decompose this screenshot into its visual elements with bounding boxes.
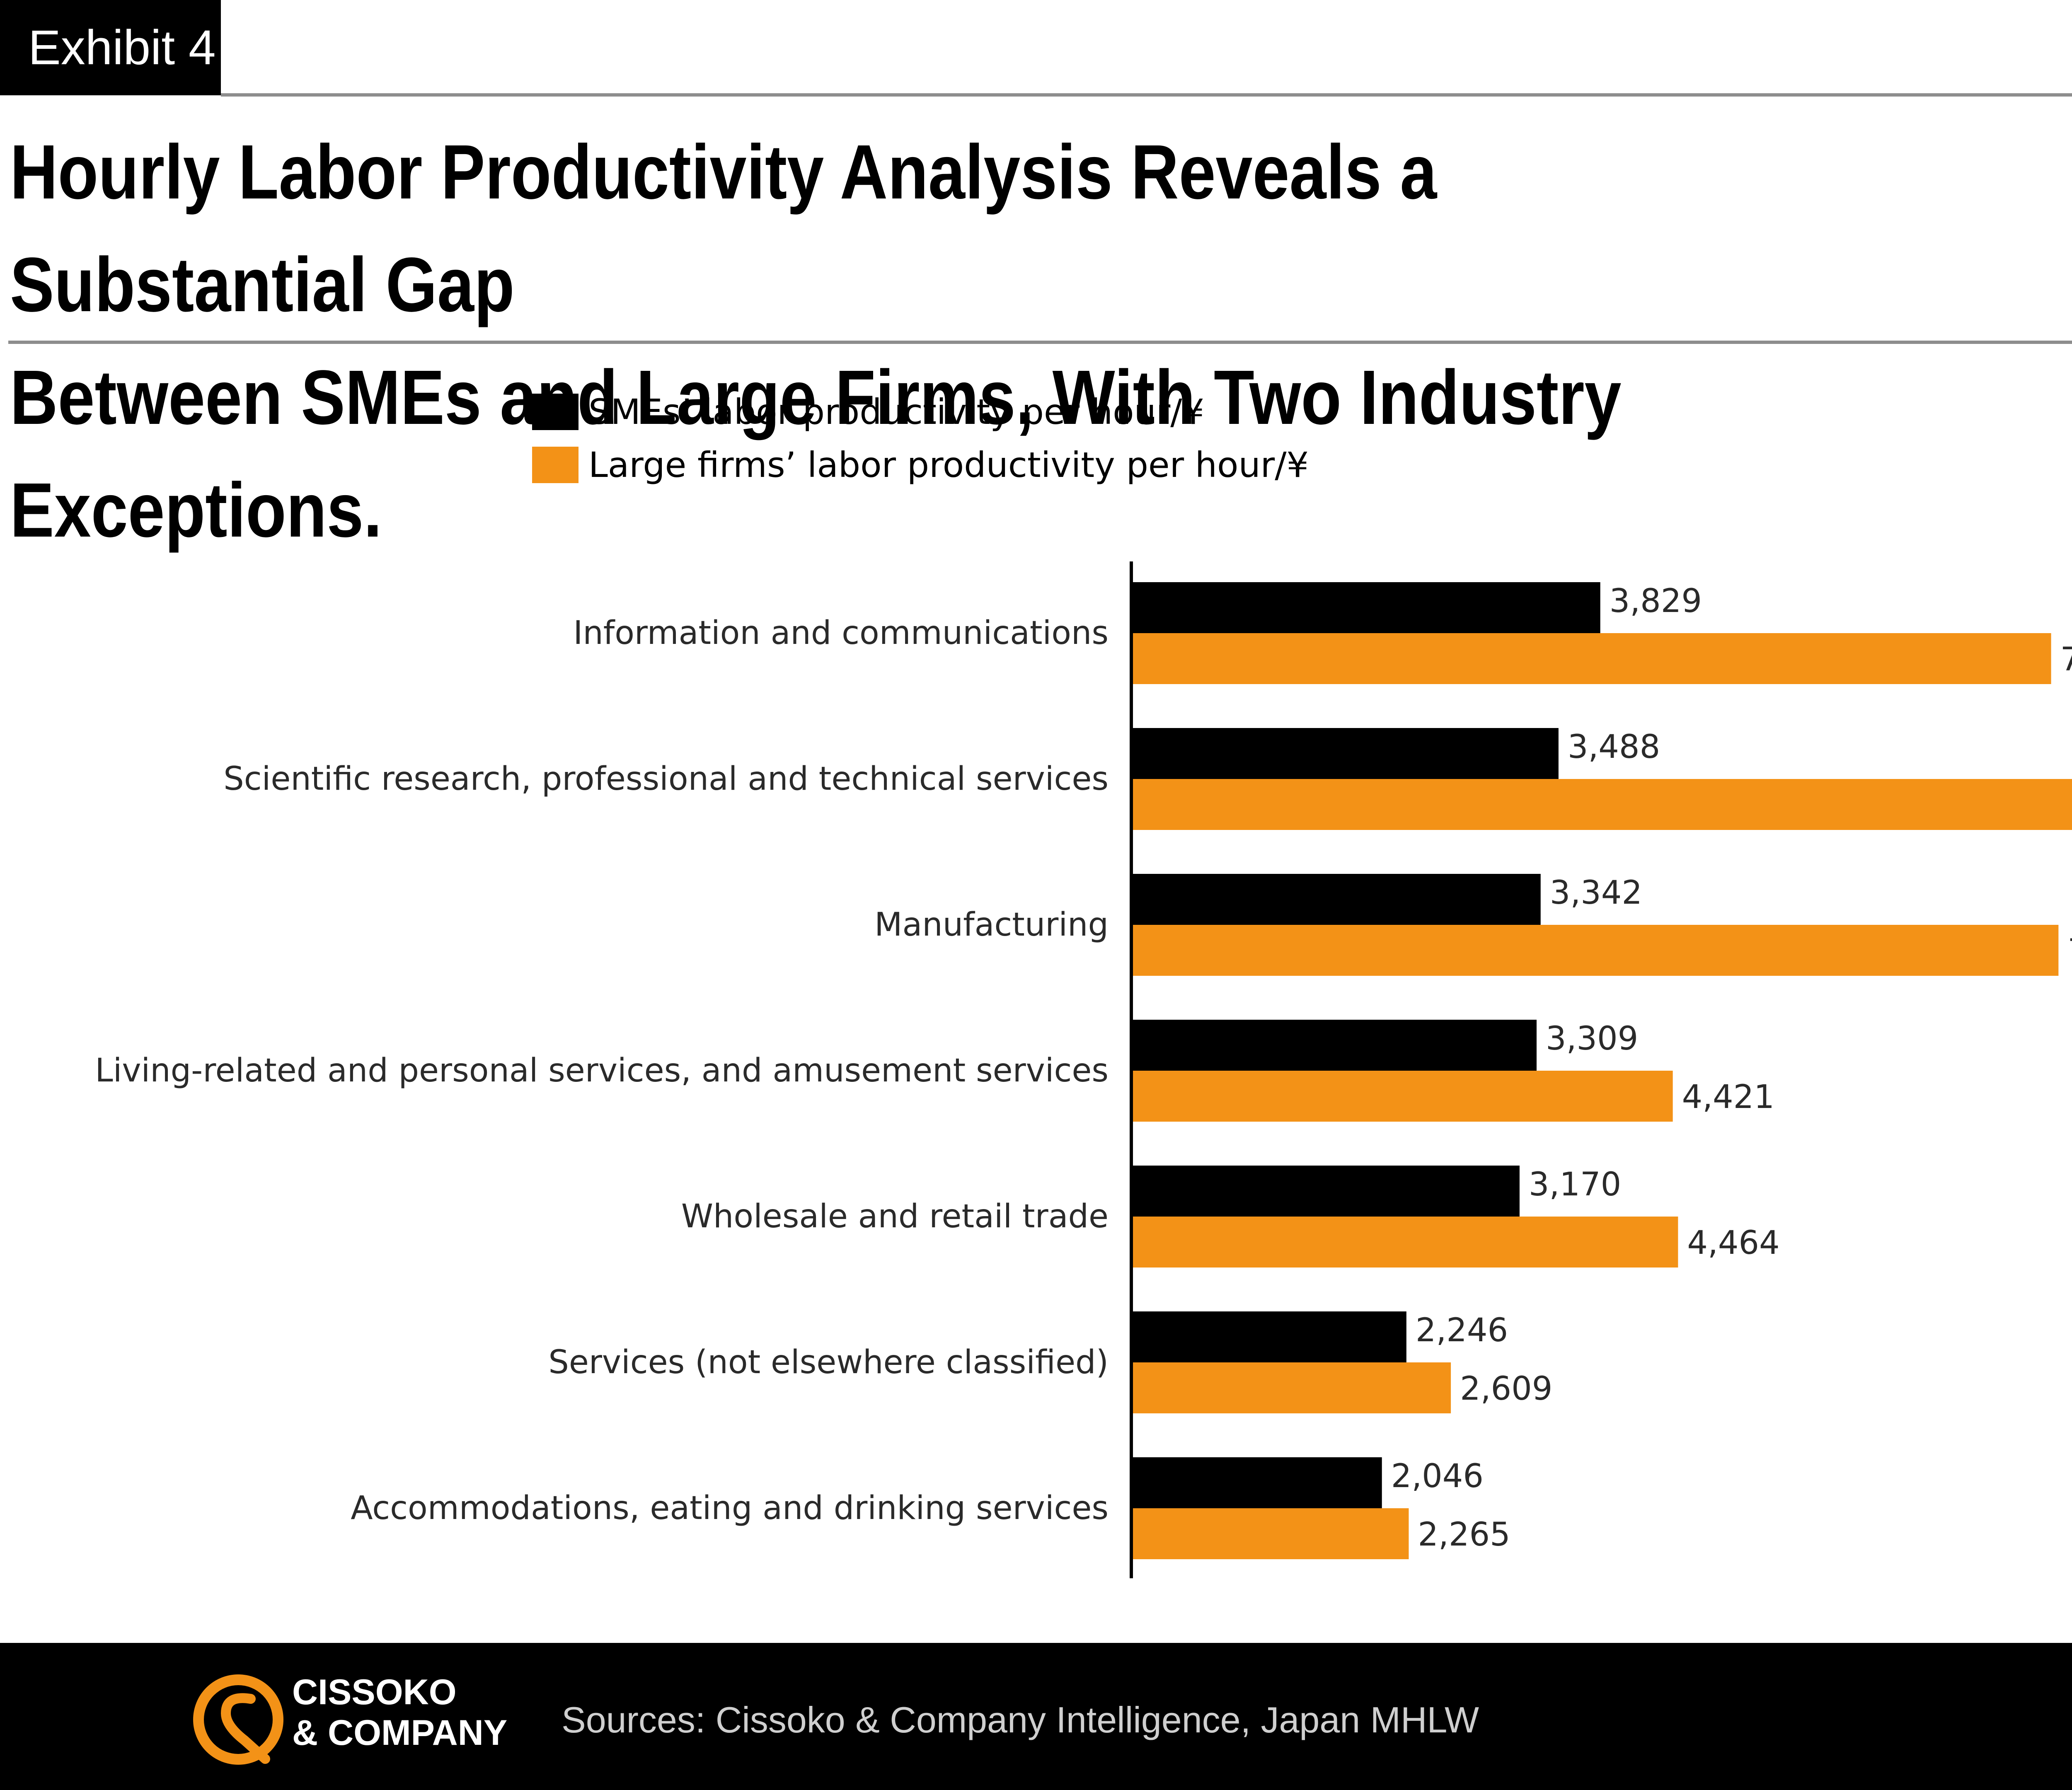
bar-large bbox=[1131, 1071, 1673, 1122]
bar-large bbox=[1131, 1508, 1409, 1559]
bar-sme bbox=[1131, 728, 1559, 779]
legend-item-sme: SMEs’ labor productivity per hour/¥ bbox=[532, 385, 1309, 438]
bar-large bbox=[1131, 1362, 1451, 1413]
data-label-large: 7,510 bbox=[2060, 641, 2072, 678]
category-label: Scientific research, professional and te… bbox=[223, 760, 1109, 798]
legend-item-large: Large firms’ labor productivity per hour… bbox=[532, 438, 1309, 491]
legend-label-sme: SMEs’ labor productivity per hour/¥ bbox=[588, 392, 1204, 432]
title-divider bbox=[8, 341, 2072, 344]
data-label-large: 2,265 bbox=[1418, 1516, 1510, 1553]
bar-sme bbox=[1131, 1457, 1382, 1508]
exhibit-tag: Exhibit 4 bbox=[0, 0, 221, 95]
bar-large bbox=[1131, 1217, 1678, 1268]
data-label-sme: 3,309 bbox=[1546, 1020, 1638, 1057]
data-label-large: 2,609 bbox=[1460, 1370, 1552, 1408]
legend-label-large: Large firms’ labor productivity per hour… bbox=[588, 445, 1309, 485]
logo-line-2: & COMPANY bbox=[292, 1713, 508, 1753]
bar-sme bbox=[1131, 1166, 1520, 1217]
data-label-large: 4,421 bbox=[1682, 1079, 1774, 1116]
sources-note: Sources: Cissoko & Company Intelligence,… bbox=[562, 1699, 1479, 1740]
data-label-sme: 3,488 bbox=[1568, 728, 1660, 766]
data-label-sme: 2,046 bbox=[1391, 1458, 1484, 1495]
logo-line-1: CISSOKO bbox=[292, 1672, 457, 1712]
title-line-1: Hourly Labor Productivity Analysis Revea… bbox=[10, 129, 1437, 328]
data-label-large: 4,464 bbox=[1687, 1224, 1779, 1262]
company-logo-text: CISSOKO & COMPANY bbox=[292, 1672, 507, 1753]
data-label-sme: 3,170 bbox=[1529, 1166, 1621, 1203]
legend-swatch-large bbox=[532, 447, 579, 483]
data-label-sme: 3,829 bbox=[1610, 583, 1702, 620]
category-label: Living-related and personal services, an… bbox=[95, 1052, 1109, 1089]
bar-large bbox=[1131, 779, 2072, 830]
top-divider bbox=[221, 93, 2072, 97]
bar-sme bbox=[1131, 582, 1600, 633]
bar-chart: Information and communications 3,829 7,510… bbox=[95, 561, 2072, 1578]
category-label: Services (not elsewhere classified) bbox=[548, 1344, 1109, 1381]
bar-sme bbox=[1131, 1311, 1406, 1362]
data-label-sme: 2,246 bbox=[1416, 1312, 1508, 1349]
category-label: Accommodations, eating and drinking serv… bbox=[351, 1490, 1109, 1527]
ampersand-logo-icon bbox=[193, 1674, 283, 1765]
category-label: Wholesale and retail trade bbox=[681, 1198, 1109, 1235]
bar-sme bbox=[1131, 874, 1541, 925]
bar-large bbox=[1131, 633, 2051, 684]
title-line-2: Between SMEs and Large Firms, With Two I… bbox=[10, 355, 1622, 553]
category-label: Manufacturing bbox=[874, 906, 1109, 943]
bar-large bbox=[1131, 925, 2059, 976]
chart-legend: SMEs’ labor productivity per hour/¥ Larg… bbox=[532, 385, 1309, 491]
legend-swatch-sme bbox=[532, 394, 579, 430]
footer: CISSOKO & COMPANY Sources: Cissoko & Com… bbox=[0, 1643, 2072, 1790]
data-label-sme: 3,342 bbox=[1550, 874, 1642, 912]
bar-sme bbox=[1131, 1020, 1537, 1071]
chart-title: Hourly Labor Productivity Analysis Revea… bbox=[10, 116, 1806, 567]
category-label: Information and communications bbox=[573, 614, 1109, 652]
data-label-large: 7,570 bbox=[2067, 933, 2072, 970]
